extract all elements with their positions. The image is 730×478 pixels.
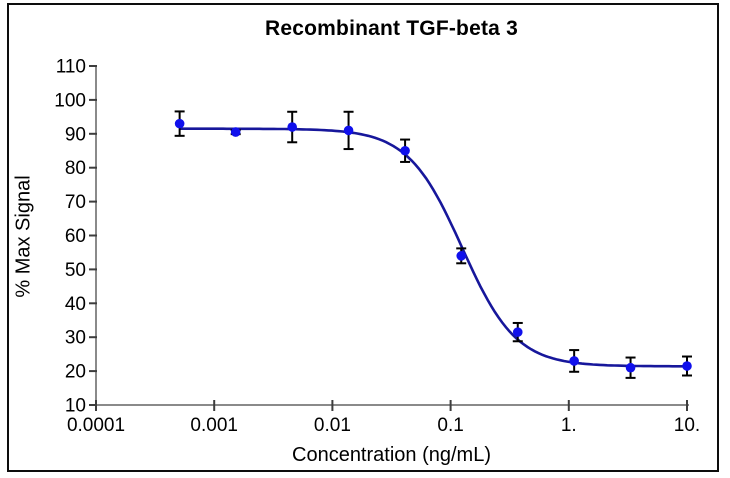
data-point	[400, 145, 410, 156]
y-tick-label: 90	[65, 124, 86, 145]
x-tick-label: 10.	[674, 415, 700, 436]
y-tick-label: 20	[65, 362, 86, 383]
y-tick-label: 80	[65, 158, 86, 179]
x-tick-label: 1.	[561, 415, 577, 436]
data-point	[287, 122, 298, 132]
y-tick-label: 10	[65, 396, 86, 417]
chart-title: Recombinant TGF-beta 3	[265, 17, 518, 40]
data-point	[625, 362, 636, 373]
data-point	[456, 251, 467, 261]
y-tick-label: 60	[65, 226, 86, 247]
y-tick-label: 50	[65, 260, 86, 281]
data-point	[682, 361, 692, 371]
y-tick-label: 70	[65, 192, 86, 213]
x-tick-label: 0.01	[314, 415, 351, 436]
data-point	[512, 327, 523, 337]
x-axis-title: Concentration (ng/mL)	[292, 444, 491, 466]
y-tick-label: 40	[65, 294, 86, 315]
data-point	[174, 118, 185, 129]
data-point	[230, 127, 241, 137]
y-tick-label: 110	[56, 57, 86, 78]
data-point	[569, 356, 579, 366]
x-tick-label: 0.001	[190, 415, 238, 436]
x-tick-label: 0.0001	[67, 415, 125, 436]
y-tick-label: 100	[54, 90, 86, 111]
outer-border	[7, 3, 719, 472]
y-tick-label: 30	[65, 328, 86, 349]
data-point	[343, 125, 354, 136]
fit-curve	[179, 127, 687, 368]
x-tick-label: 0.1	[437, 415, 463, 436]
